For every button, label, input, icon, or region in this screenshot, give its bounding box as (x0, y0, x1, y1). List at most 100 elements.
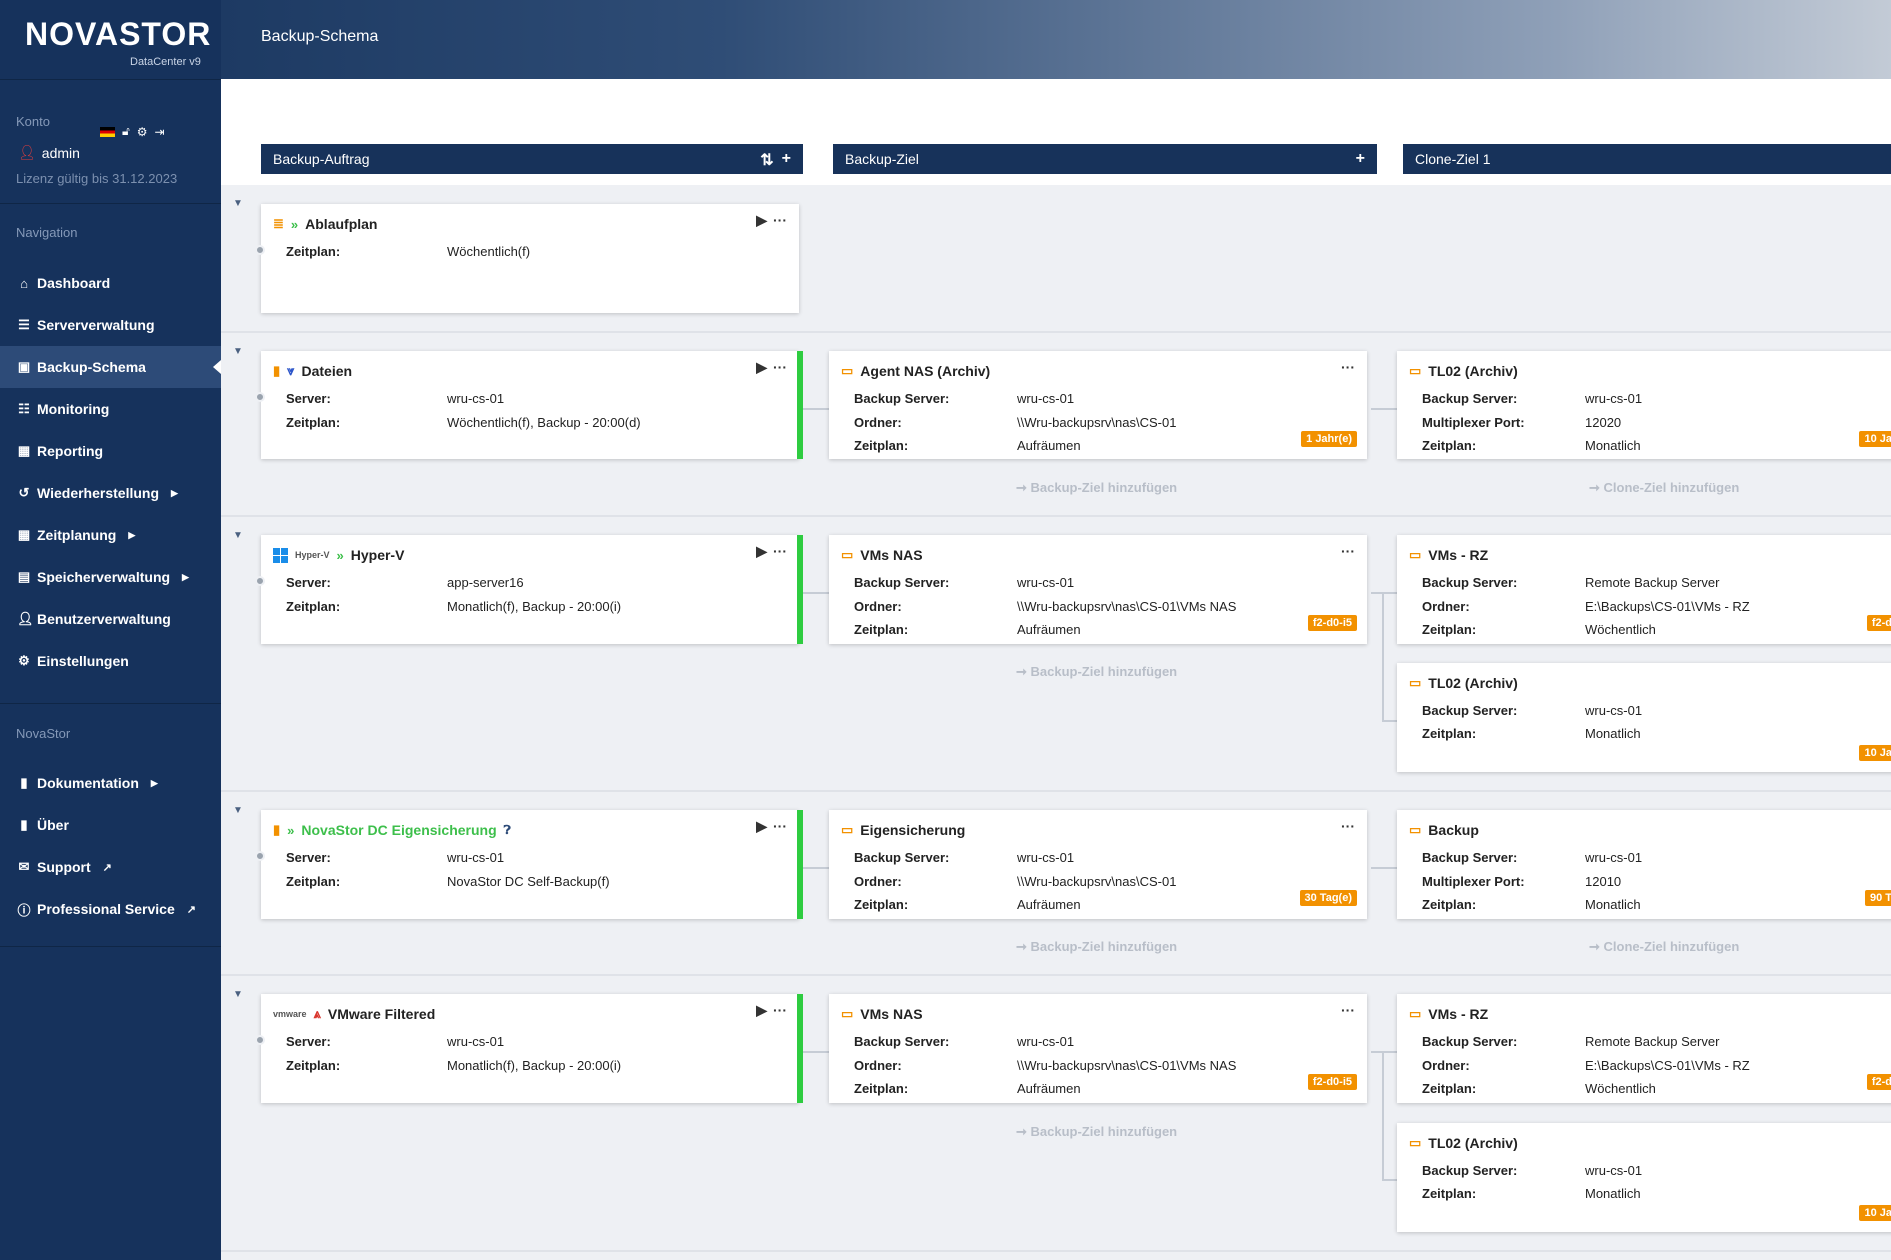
tape-icon: ▭ (1409, 363, 1422, 378)
nav-support[interactable]: ✉ Support ↗ (0, 846, 221, 888)
add-backup-target-link[interactable]: ➞ Backup-Ziel hinzufügen (1016, 939, 1178, 954)
play-icon[interactable]: ▶ (756, 1002, 767, 1018)
add-clone-target-link[interactable]: ➞ Clone-Ziel hinzufügen (1589, 480, 1740, 495)
nav-label: Monitoring (37, 401, 110, 417)
clone-title-text: Backup (1428, 822, 1479, 838)
sort-icon[interactable]: ⇅ (760, 152, 774, 169)
user-icon: 👤︎ (17, 611, 34, 626)
field-value: wru-cs-01 (447, 1034, 505, 1049)
clone-card[interactable]: ▭ VMs - RZ Backup Server: Remote Backup … (1397, 994, 1891, 1103)
clone-card[interactable]: ▭ TL02 (Archiv) Backup Server: wru-cs-01… (1397, 351, 1891, 459)
clone-card[interactable]: ▭ TL02 (Archiv) Backup Server: wru-cs-01… (1397, 1123, 1891, 1232)
play-icon[interactable]: ▶ (756, 359, 767, 375)
more-icon[interactable]: ··· (1341, 543, 1355, 559)
info-icon: ⓘ (17, 902, 31, 918)
nav-dashboard[interactable]: ⌂ Dashboard (0, 262, 221, 304)
add-backup-target-link[interactable]: ➞ Backup-Ziel hinzufügen (1016, 1124, 1178, 1139)
field-label: Zeitplan: (286, 1058, 341, 1073)
nav-zeitplanung[interactable]: ▦ Zeitplanung ▶ (0, 514, 221, 556)
calendar-icon: ▦ (17, 443, 31, 458)
caret-right-icon: ▶ (150, 777, 158, 788)
more-icon[interactable]: ··· (773, 543, 787, 559)
nav-monitoring[interactable]: ☷ Monitoring (0, 388, 221, 430)
clone-title: ▭ VMs - RZ (1409, 547, 1488, 563)
top-header: Backup-Schema (221, 0, 1891, 79)
more-icon[interactable]: ··· (1341, 1002, 1355, 1018)
job-card[interactable]: ▮ » NovaStor DC Eigensicherung ❓︎ ▶ ··· … (255, 810, 803, 919)
field-label: Backup Server: (854, 391, 950, 406)
nav-benutzerverwaltung[interactable]: 👤︎ Benutzerverwaltung (0, 598, 221, 640)
logout-icon[interactable]: ⇥ (154, 124, 165, 139)
field-label: Ordner: (854, 1058, 902, 1073)
field-label: Backup Server: (1422, 391, 1518, 406)
job-card[interactable]: ▮ ⩔ Dateien ▶ ··· Server: wru-cs-01 Zeit… (255, 351, 803, 459)
field-value: Monatlich (1585, 1186, 1641, 1201)
more-icon[interactable]: ··· (773, 359, 787, 375)
dest-card[interactable]: ▭ Agent NAS (Archiv) ··· Backup Server: … (829, 351, 1367, 459)
more-icon[interactable]: ··· (773, 212, 787, 228)
play-icon[interactable]: ▶ (756, 212, 767, 228)
more-icon[interactable]: ··· (1341, 359, 1355, 375)
job-card[interactable]: vmware ⩓ VMware Filtered ▶ ··· Server: w… (255, 994, 803, 1103)
add-backup-target-link[interactable]: ➞ Backup-Ziel hinzufügen (1016, 664, 1178, 679)
job-card[interactable]: Hyper-V » Hyper-V ▶ ··· Server: app-serv… (255, 535, 803, 644)
logo-subtitle: DataCenter v9 (130, 56, 201, 68)
file-icon: ▮ (273, 822, 281, 837)
dest-title-text: Agent NAS (Archiv) (860, 363, 991, 379)
add-icon[interactable]: + (1355, 150, 1365, 167)
collapse-icon[interactable]: ▼ (233, 530, 243, 541)
nav-reporting[interactable]: ▦ Reporting (0, 430, 221, 472)
lock-icon[interactable]: 🔓︎ (122, 124, 130, 138)
add-backup-target-link[interactable]: ➞ Backup-Ziel hinzufügen (1016, 480, 1178, 495)
divider (0, 703, 221, 704)
brand-label: Hyper-V (295, 550, 330, 560)
nav-dokumentation[interactable]: ▮ Dokumentation ▶ (0, 762, 221, 804)
gear-icon[interactable]: ⚙ (136, 124, 148, 139)
nav-ueber[interactable]: ▮ Über (0, 804, 221, 846)
storage-icon: ▭ (1409, 1006, 1422, 1021)
retention-badge: 10 Ja (1859, 1205, 1891, 1221)
connector-dot (255, 392, 265, 402)
storage-icon: ▭ (841, 547, 854, 562)
nav-label: Reporting (37, 443, 104, 459)
nav-backup-schema[interactable]: ▣ Backup-Schema (0, 346, 221, 388)
caret-right-icon: ▶ (171, 487, 178, 498)
nav-serververwaltung[interactable]: ☰ Serververwaltung (0, 304, 221, 346)
language-flag-icon[interactable] (100, 126, 115, 137)
help-icon[interactable]: ❓︎ (503, 822, 511, 837)
field-label: Multiplexer Port: (1422, 415, 1525, 430)
nav-wiederherstellung[interactable]: ↺ Wiederherstellung ▶ (0, 472, 221, 514)
nav-speicherverwaltung[interactable]: ▤ Speicherverwaltung ▶ (0, 556, 221, 598)
job-title: ▮ ⩔ Dateien (273, 363, 352, 379)
field-value: \\Wru-backupsrv\nas\CS-01\VMs NAS (1017, 1058, 1237, 1073)
field-value: wru-cs-01 (1017, 391, 1075, 406)
clone-title-text: TL02 (Archiv) (1428, 1135, 1518, 1151)
dest-card[interactable]: ▭ VMs NAS ··· Backup Server: wru-cs-01 O… (829, 535, 1367, 644)
job-card[interactable]: ≣ » Ablaufplan ▶ ··· Zeitplan: Wöchentli… (255, 204, 799, 313)
collapse-icon[interactable]: ▼ (233, 198, 243, 209)
play-icon[interactable]: ▶ (756, 543, 767, 559)
add-clone-target-link[interactable]: ➞ Clone-Ziel hinzufügen (1589, 939, 1740, 954)
collapse-icon[interactable]: ▼ (233, 805, 243, 816)
field-value: Remote Backup Server (1585, 575, 1720, 590)
clone-card[interactable]: ▭ Backup Backup Server: wru-cs-01 Multip… (1397, 810, 1891, 919)
field-value: Monatlich (1585, 726, 1641, 741)
nav-label: Benutzerverwaltung (37, 611, 171, 627)
nav-professional-service[interactable]: ⓘ Professional Service ↗ (0, 888, 221, 930)
nav-einstellungen[interactable]: ⚙ Einstellungen (0, 640, 221, 682)
collapse-icon[interactable]: ▼ (233, 989, 243, 1000)
field-label: Zeitplan: (286, 415, 341, 430)
column-header-job: Backup-Auftrag ⇅ + (261, 144, 803, 174)
add-icon[interactable]: + (781, 150, 791, 167)
field-value: 12020 (1585, 415, 1622, 430)
clone-card[interactable]: ▭ VMs - RZ Backup Server: Remote Backup … (1397, 535, 1891, 644)
dest-card[interactable]: ▭ Eigensicherung ··· Backup Server: wru-… (829, 810, 1367, 919)
dest-card[interactable]: ▭ VMs NAS ··· Backup Server: wru-cs-01 O… (829, 994, 1367, 1103)
more-icon[interactable]: ··· (773, 818, 787, 834)
clone-card[interactable]: ▭ TL02 (Archiv) Backup Server: wru-cs-01… (1397, 663, 1891, 772)
play-icon[interactable]: ▶ (756, 818, 767, 834)
more-icon[interactable]: ··· (1341, 818, 1355, 834)
collapse-icon[interactable]: ▼ (233, 346, 243, 357)
more-icon[interactable]: ··· (773, 1002, 787, 1018)
account-user[interactable]: 👤︎ admin (18, 144, 80, 161)
